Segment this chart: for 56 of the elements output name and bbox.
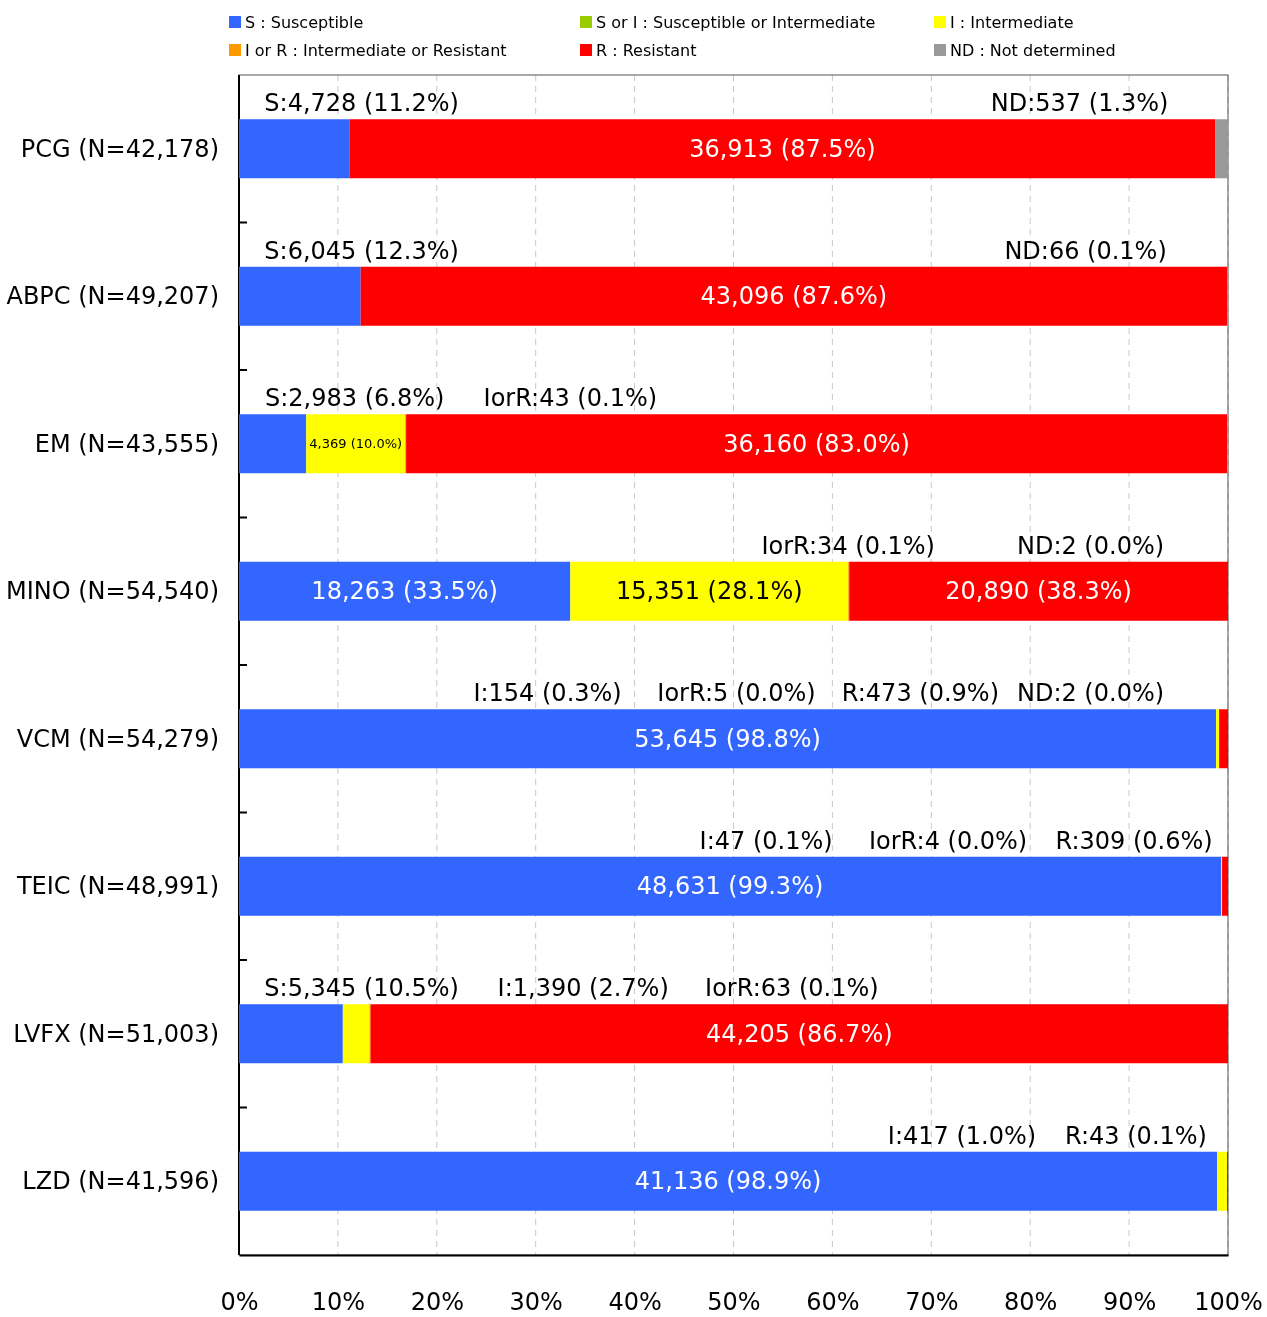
data-label: 18,263 (33.5%) [311, 577, 498, 606]
annotation: IorR:63 (0.1%) [705, 974, 879, 1003]
data-label: 43,096 (87.6%) [700, 282, 888, 311]
y-tick-label: EM (N=43,555) [34, 429, 219, 458]
annotation: IorR:43 (0.1%) [483, 384, 658, 413]
annotation: IorR:34 (0.1%) [761, 531, 935, 560]
annotation: S:5,345 (10.5%) [264, 974, 459, 1003]
annotation: R:43 (0.1%) [1065, 1121, 1207, 1150]
x-tick-label: 0% [220, 1288, 259, 1317]
data-label: 20,890 (38.3%) [945, 577, 1132, 606]
legend-label: I : Intermediate [950, 12, 1074, 32]
x-tick-label: 40% [608, 1288, 662, 1317]
legend-label: S or I : Susceptible or Intermediate [596, 12, 876, 32]
annotation: R:473 (0.9%) [841, 679, 1000, 708]
x-tick-label: 30% [509, 1288, 563, 1317]
annotation: I:417 (1.0%) [887, 1121, 1037, 1150]
data-label: 41,136 (98.9%) [634, 1167, 822, 1196]
y-tick-label: PCG (N=42,178) [20, 134, 219, 163]
data-label: 36,160 (83.0%) [723, 429, 910, 458]
x-tick-label: 90% [1102, 1288, 1157, 1317]
data-label: 44,205 (86.7%) [705, 1019, 893, 1048]
data-label: 53,645 (98.8%) [634, 724, 821, 753]
legend-label: R : Resistant [596, 40, 697, 60]
x-tick-label: 70% [905, 1288, 959, 1317]
x-tick-label: 10% [311, 1288, 366, 1317]
data-label: 15,351 (28.1%) [615, 577, 803, 606]
x-tick-label: 20% [410, 1288, 464, 1317]
annotation: S:6,045 (12.3%) [264, 236, 459, 265]
annotation: ND:66 (0.1%) [1004, 236, 1167, 265]
annotation: R:309 (0.6%) [1055, 826, 1213, 855]
y-tick-label: LZD (N=41,596) [22, 1167, 219, 1196]
data-label: 48,631 (99.3%) [636, 872, 824, 901]
x-tick-label: 80% [1004, 1288, 1058, 1317]
legend-label: ND : Not determined [950, 40, 1116, 60]
data-label: 4,369 (10.0%) [309, 436, 403, 452]
annotation: I:154 (0.3%) [473, 679, 622, 708]
legend-label: S : Susceptible [245, 12, 364, 32]
y-tick-label: MINO (N=54,540) [5, 577, 219, 606]
legend-label: I or R : Intermediate or Resistant [245, 40, 507, 60]
y-tick-label: TEIC (N=48,991) [15, 872, 219, 901]
annotation: IorR:4 (0.0%) [868, 826, 1028, 855]
x-tick-label: 60% [806, 1288, 860, 1317]
annotation: S:4,728 (11.2%) [264, 89, 459, 118]
data-label: 36,913 (87.5%) [689, 134, 876, 163]
y-tick-label: VCM (N=54,279) [16, 724, 219, 753]
annotation: ND:2 (0.0%) [1016, 531, 1165, 560]
y-tick-label: ABPC (N=49,207) [6, 282, 219, 311]
annotation: ND:537 (1.3%) [990, 89, 1169, 118]
annotation: I:1,390 (2.7%) [497, 974, 669, 1003]
annotation: S:2,983 (6.8%) [265, 384, 445, 413]
annotation: I:47 (0.1%) [699, 826, 833, 855]
annotation: ND:2 (0.0%) [1016, 679, 1165, 708]
x-tick-label: 100% [1194, 1288, 1263, 1317]
x-tick-label: 50% [707, 1288, 761, 1317]
annotation: IorR:5 (0.0%) [657, 679, 816, 708]
y-tick-label: LVFX (N=51,003) [13, 1019, 219, 1048]
